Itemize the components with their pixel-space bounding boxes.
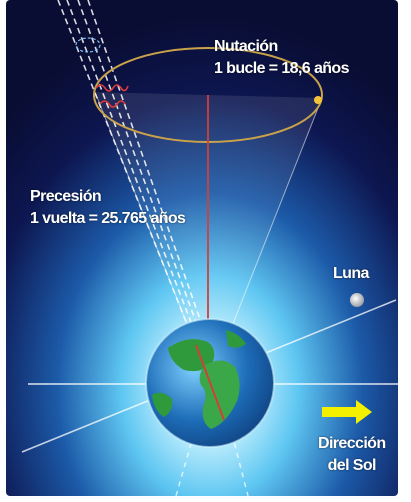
nutation-detail: 1 bucle = 18,6 años (214, 60, 350, 77)
nutation-label: Nutación 1 bucle = 18,6 años (214, 36, 350, 80)
nutation-marker (314, 96, 322, 104)
axis-extension-below (175, 394, 249, 496)
precession-label: Precesión 1 vuelta = 25.765 años (30, 186, 186, 230)
earth-axis (195, 344, 225, 421)
moon (350, 293, 364, 307)
sun-direction-label: Dirección del Sol (318, 433, 386, 477)
moon-label: Luna (333, 265, 369, 282)
precession-title: Precesión (30, 188, 102, 205)
precession-detail: 1 vuelta = 25.765 años (30, 210, 186, 227)
nutation-title: Nutación (214, 38, 278, 55)
sun-direction-arrow (322, 400, 372, 424)
axis-tip-circle (75, 37, 101, 53)
sun-direction-line2: del Sol (327, 457, 377, 474)
tilted-axis-dashed (57, 0, 223, 383)
nutation-wobble (95, 84, 129, 108)
sun-direction-line1: Dirección (318, 435, 386, 452)
